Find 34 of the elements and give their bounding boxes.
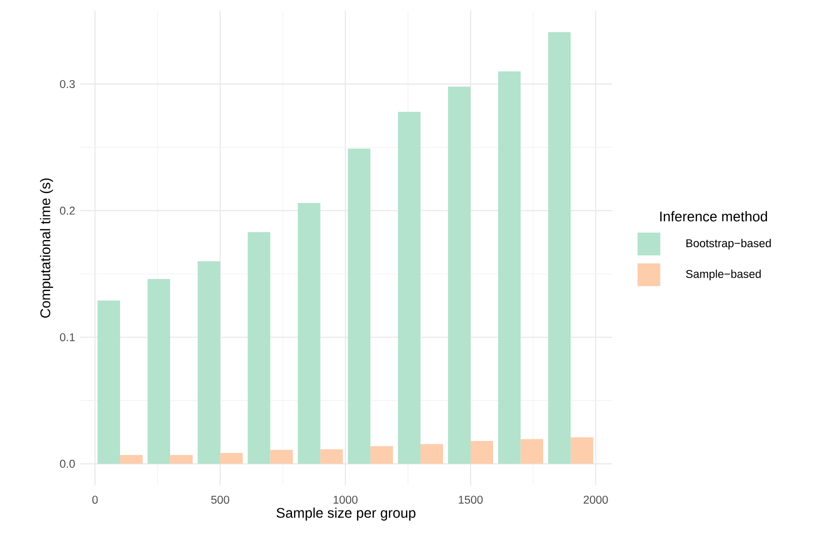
legend-label: Bootstrap−based <box>686 238 771 250</box>
bar <box>98 300 120 464</box>
bar <box>248 232 270 464</box>
bar <box>448 86 471 464</box>
x-tick-label: 0 <box>92 496 98 504</box>
y-tick-label: 0.1 <box>60 333 75 342</box>
bar <box>498 71 521 464</box>
bar <box>548 32 571 464</box>
bar <box>420 444 444 464</box>
bar <box>120 454 143 464</box>
bar <box>470 441 494 464</box>
bar <box>148 279 170 464</box>
x-axis-title: Sample size per group <box>276 508 416 521</box>
bar <box>220 453 243 464</box>
legend-title: Inference method <box>660 211 767 222</box>
x-tick-label: 500 <box>211 496 230 504</box>
x-tick-label: 1000 <box>334 496 358 504</box>
y-axis-title: Computational time (s) <box>40 178 54 318</box>
bar <box>170 454 193 464</box>
bar <box>348 148 370 464</box>
bar <box>298 203 320 464</box>
bar <box>398 112 420 464</box>
bar <box>370 446 393 464</box>
x-tick-label: 1500 <box>458 496 483 504</box>
bar <box>320 449 343 464</box>
y-tick-label: 0.3 <box>60 80 75 88</box>
bar <box>570 437 594 464</box>
legend-label: Sample−based <box>686 270 761 280</box>
bar <box>270 450 293 464</box>
bar <box>520 439 544 464</box>
bar <box>198 261 220 464</box>
y-tick-label: 0.2 <box>60 206 75 215</box>
x-tick-label: 2000 <box>584 496 608 504</box>
y-tick-label: 0.0 <box>60 460 75 468</box>
